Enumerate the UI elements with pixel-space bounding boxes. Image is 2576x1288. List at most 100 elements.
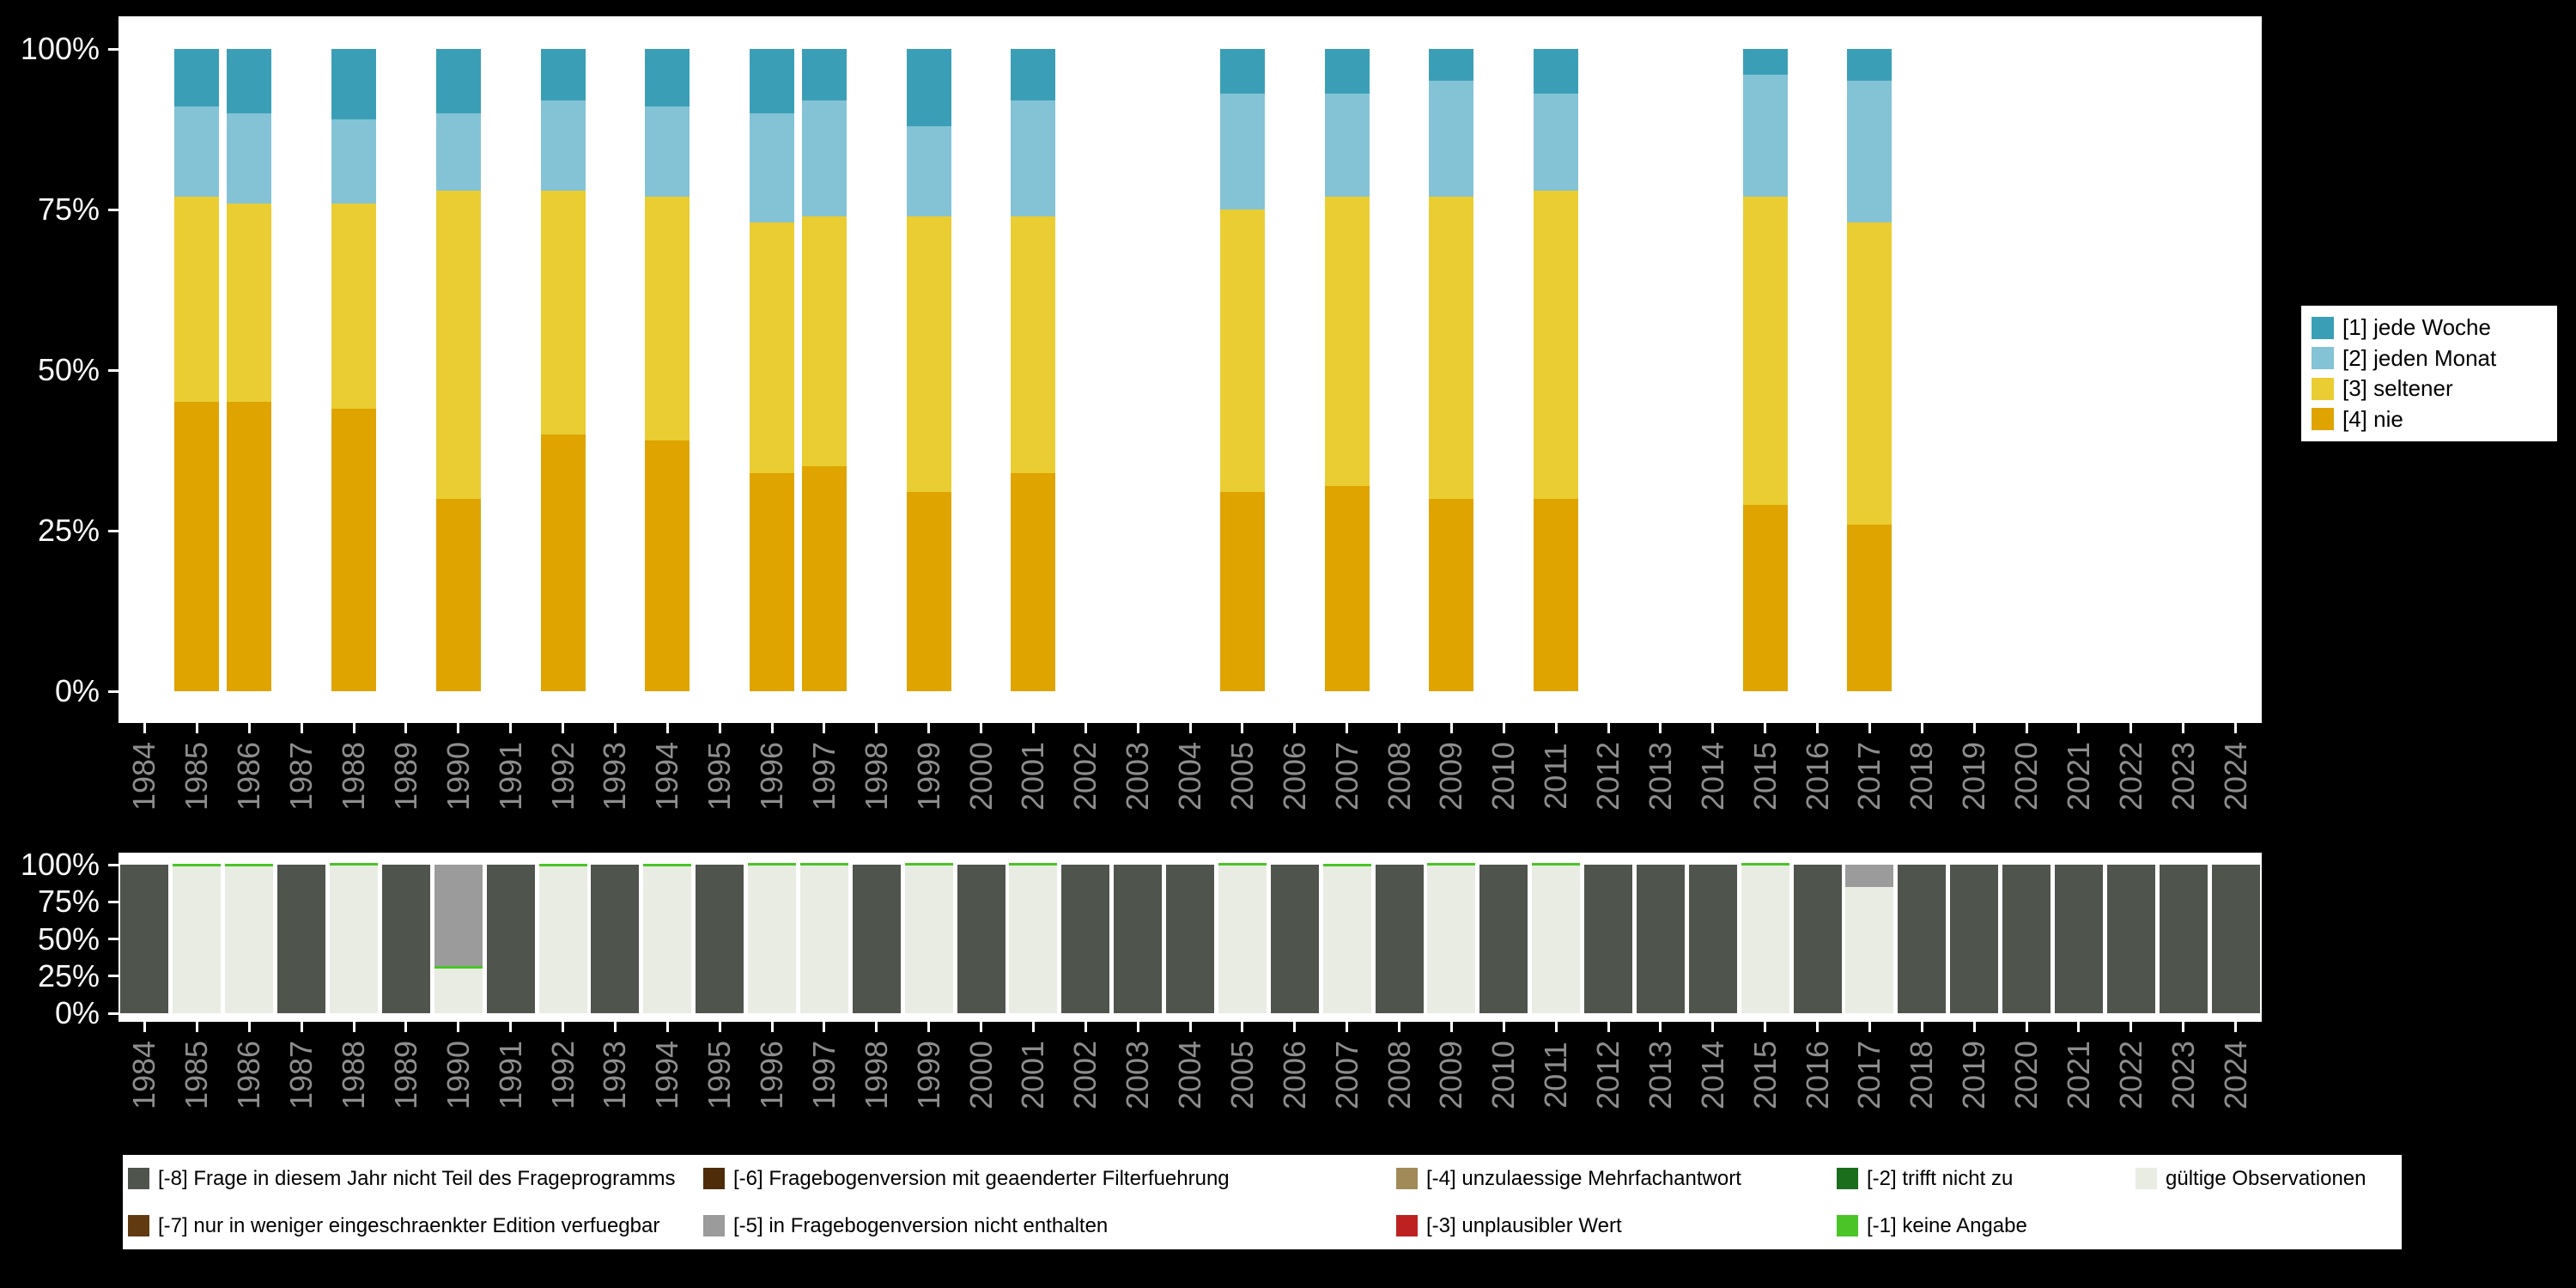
x-axis-tick	[143, 1022, 146, 1032]
bar-segment-1990	[434, 965, 483, 969]
x-axis-label-2005: 2005	[1224, 741, 1260, 811]
bar-segment-2011	[1532, 865, 1581, 1013]
legend-label: [-8] Frage in diesem Jahr nicht Teil des…	[158, 1166, 676, 1190]
x-axis-tick	[1241, 723, 1244, 733]
x-axis-label-2019: 2019	[1956, 741, 1992, 811]
x-axis-label-1996: 1996	[754, 741, 789, 811]
bar-segment-1985	[174, 49, 220, 107]
legend-color-swatch	[1396, 1215, 1418, 1236]
x-axis-label-1991: 1991	[492, 741, 528, 811]
x-axis-label-2005: 2005	[1224, 1040, 1260, 1110]
x-axis-tick	[247, 723, 251, 733]
bar-segment-1994	[645, 197, 690, 441]
x-axis-label-1993: 1993	[597, 741, 633, 811]
bar-segment-1992	[540, 190, 586, 434]
x-axis-tick	[1031, 1022, 1035, 1032]
x-axis-tick	[2077, 1022, 2081, 1032]
bar-segment-2005	[1218, 863, 1267, 866]
legend-item: [-5] in Fragebogenversion nicht enthalte…	[703, 1202, 1108, 1249]
legend-color-swatch	[128, 1215, 149, 1236]
bar-segment-1989	[381, 865, 430, 1013]
bar-segment-2001	[1011, 216, 1056, 473]
legend-color-swatch	[2312, 316, 2334, 339]
legend-label: [-3] unplausibler Wert	[1426, 1213, 1622, 1237]
x-axis-tick	[2182, 723, 2185, 733]
bar-segment-1985	[174, 106, 220, 197]
x-axis-tick	[1241, 1022, 1244, 1032]
legend-item: [-4] unzulaessige Mehrfachantwort	[1396, 1155, 1741, 1202]
x-axis-label-2006: 2006	[1276, 741, 1312, 811]
bar-segment-1988	[331, 408, 376, 691]
x-axis-tick	[1972, 723, 1976, 733]
legend-label: [4] nie	[2342, 405, 2403, 432]
bar-segment-1985	[174, 402, 220, 691]
y-axis-tick	[108, 529, 118, 532]
x-axis-label-1994: 1994	[649, 1040, 685, 1110]
x-axis-tick	[1398, 1022, 1400, 1032]
x-axis-tick	[2077, 723, 2081, 733]
x-axis-tick	[875, 1022, 878, 1032]
bar-segment-2011	[1534, 94, 1579, 191]
x-axis-tick	[2182, 1022, 2185, 1032]
bar-segment-1994	[643, 864, 692, 866]
legend-label: [-7] nur in weniger eingeschraenkter Edi…	[158, 1213, 660, 1237]
x-axis-tick	[1084, 723, 1087, 733]
legend-item: gültige Observationen	[2136, 1155, 2366, 1202]
x-axis-label-2007: 2007	[1328, 1040, 1364, 1110]
x-axis-label-1999: 1999	[910, 1040, 946, 1110]
bar-segment-2016	[1793, 865, 1842, 1013]
bar-segment-2018	[1898, 865, 1947, 1013]
bar-segment-1990	[435, 498, 481, 691]
x-axis-tick	[404, 1022, 408, 1032]
bar-segment-2010	[1479, 865, 1528, 1013]
x-axis-label-2019: 2019	[1956, 1040, 1992, 1110]
bar-segment-2009	[1427, 863, 1476, 866]
y-axis-label: 25%	[37, 513, 100, 548]
bar-segment-2009	[1427, 865, 1476, 1013]
x-axis-label-2006: 2006	[1276, 1040, 1312, 1110]
bar-segment-2024	[2211, 865, 2260, 1013]
bar-segment-1997	[801, 216, 847, 467]
legend-item: [-6] Fragebogenversion mit geaenderter F…	[703, 1155, 1230, 1202]
bar-segment-2005	[1219, 49, 1265, 94]
bar-segment-2011	[1534, 49, 1579, 94]
bar-segment-2007	[1324, 485, 1370, 691]
bar-segment-2014	[1688, 865, 1737, 1013]
x-axis-label-2017: 2017	[1851, 1040, 1887, 1110]
x-axis-tick	[2025, 723, 2028, 733]
legend-item: [4] nie	[2312, 406, 2547, 433]
x-axis-label-2024: 2024	[2217, 1040, 2253, 1110]
x-axis-label-2011: 2011	[1538, 1042, 1574, 1109]
bar-segment-1988	[330, 865, 378, 1013]
x-axis-tick	[300, 723, 303, 733]
bar-segment-2017	[1847, 81, 1893, 222]
bar-segment-2011	[1534, 190, 1579, 499]
x-axis-label-2020: 2020	[2008, 1040, 2044, 1110]
bar-segment-2012	[1584, 865, 1632, 1013]
x-axis-label-1995: 1995	[702, 1040, 738, 1110]
x-axis-label-2023: 2023	[2165, 1040, 2201, 1110]
x-axis-label-2008: 2008	[1381, 741, 1417, 811]
x-axis-tick	[875, 723, 878, 733]
x-axis-tick	[1920, 723, 1923, 733]
x-axis-label-2014: 2014	[1694, 1040, 1730, 1110]
x-axis-tick	[562, 723, 564, 733]
frequency-stacked-bar-chart: 1984 1985 1986 1987 1988 1989 1990 1991 1992 1993…	[21, 16, 2262, 811]
bar-segment-2006	[1270, 865, 1319, 1013]
x-axis-label-1991: 1991	[492, 1040, 528, 1110]
bar-segment-2005	[1219, 210, 1265, 493]
bar-segment-2017	[1847, 49, 1893, 82]
x-axis-label-2014: 2014	[1694, 741, 1730, 811]
bar-segment-1984	[120, 865, 169, 1013]
y-axis-tick	[108, 368, 118, 372]
bar-segment-2017	[1847, 222, 1893, 525]
y-axis-label: 100%	[20, 847, 100, 882]
bar-segment-1991	[486, 865, 535, 1013]
x-axis-label-2023: 2023	[2165, 741, 2201, 811]
y-axis-label: 25%	[37, 957, 100, 993]
y-axis-tick	[108, 975, 118, 978]
legend-label: [-5] in Fragebogenversion nicht enthalte…	[733, 1213, 1109, 1237]
legend-label: [-4] unzulaessige Mehrfachantwort	[1426, 1166, 1741, 1190]
y-axis-label: 75%	[37, 884, 100, 920]
legend-color-swatch	[1837, 1168, 1858, 1189]
